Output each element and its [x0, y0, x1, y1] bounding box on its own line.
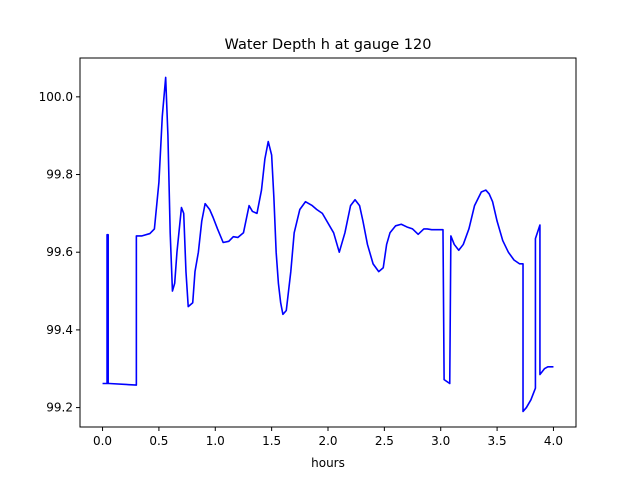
y-tick-label: 99.8	[46, 168, 73, 182]
x-tick-label: 4.0	[544, 434, 563, 448]
x-axis-label: hours	[311, 456, 345, 470]
x-tick-label: 2.5	[375, 434, 394, 448]
y-axis: 99.2 99.4 99.6 99.8 100.0	[39, 90, 80, 415]
x-tick-label: 1.0	[206, 434, 225, 448]
y-tick-label: 99.4	[46, 323, 73, 337]
x-tick-label: 3.5	[488, 434, 507, 448]
y-tick-label: 99.6	[46, 245, 73, 259]
series-line	[102, 76, 554, 413]
x-axis: 0.0 0.5 1.0 1.5 2.0 2.5 3.0 3.5 4.0	[93, 427, 563, 448]
x-tick-label: 2.0	[318, 434, 337, 448]
x-tick-label: 1.5	[262, 434, 281, 448]
x-tick-label: 3.0	[431, 434, 450, 448]
chart-title: Water Depth h at gauge 120	[225, 37, 432, 53]
y-tick-label: 100.0	[39, 90, 73, 104]
x-tick-label: 0.0	[93, 434, 112, 448]
y-tick-label: 99.2	[46, 401, 73, 415]
x-tick-label: 0.5	[149, 434, 168, 448]
